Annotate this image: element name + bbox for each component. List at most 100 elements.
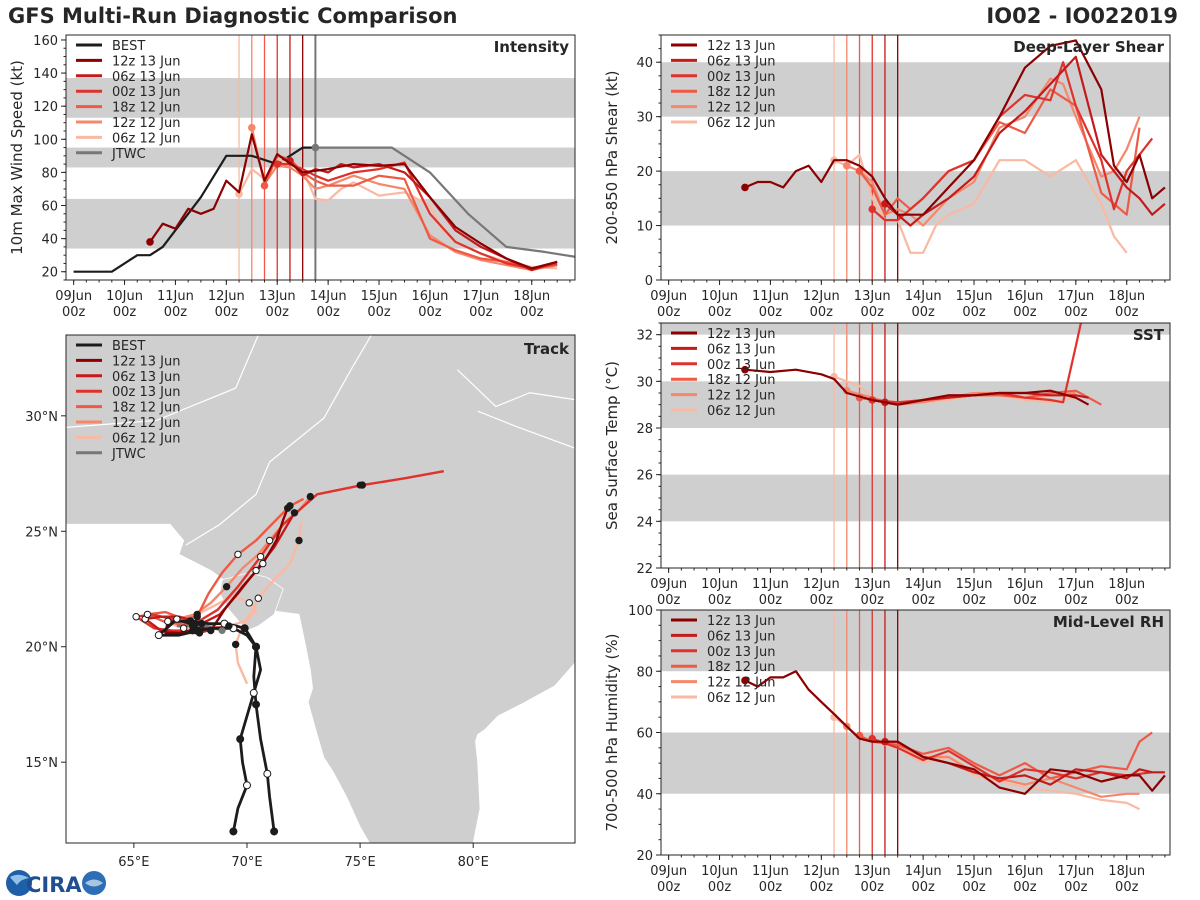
- legend-entry: 18z 12 Jun: [707, 373, 776, 388]
- track-point: [164, 617, 172, 626]
- rh-ytick-label: 40: [636, 788, 653, 803]
- rh-xtick-label: 00z: [911, 880, 935, 895]
- legend-entry: 12z 13 Jun: [112, 54, 181, 69]
- track-point: [222, 582, 231, 591]
- track-xtick-label: 80°E: [458, 855, 489, 870]
- shear-xtick-label: 17Jun: [1057, 289, 1094, 304]
- track-border: [477, 410, 575, 449]
- intensity-xtick-label: 00z: [215, 305, 239, 320]
- shear-xtick-label: 00z: [911, 305, 935, 320]
- sst-xtick-label: 00z: [708, 593, 732, 608]
- legend-entry: 06z 12 Jun: [112, 431, 181, 446]
- legend-entry: 12z 12 Jun: [707, 389, 776, 404]
- shear-xtick-label: 16Jun: [1007, 289, 1044, 304]
- sst-xtick-label: 11Jun: [752, 577, 789, 592]
- sst-ytick-label: 32: [636, 329, 653, 344]
- shear-xtick-label: 10Jun: [701, 289, 738, 304]
- track-ytick-label: 15°N: [25, 756, 58, 771]
- legend-entry: JTWC: [111, 447, 146, 462]
- shear-init-point: [842, 161, 851, 170]
- intensity-frame: [65, 34, 576, 281]
- legend-entry: 18z 12 Jun: [112, 101, 181, 116]
- sst-xtick-label: 00z: [1013, 593, 1037, 608]
- rh-xtick-label: 16Jun: [1007, 864, 1044, 879]
- track-point: [252, 566, 260, 575]
- intensity-ytick-label: 40: [41, 233, 58, 248]
- intensity-plot-area: [66, 35, 575, 280]
- sst-xtick-label: 18Jun: [1108, 577, 1145, 592]
- shear-xtick-label: 14Jun: [905, 289, 942, 304]
- sst-xtick-label: 09Jun: [650, 577, 687, 592]
- intensity-xtick-label: 11Jun: [157, 289, 194, 304]
- sst-xtick-label: 10Jun: [701, 577, 738, 592]
- intensity-xtick-label: 00z: [367, 305, 391, 320]
- sst-xtick-label: 15Jun: [956, 577, 993, 592]
- track-point: [265, 536, 274, 545]
- legend-entry: 06z 13 Jun: [112, 370, 181, 385]
- legend-entry: 06z 13 Jun: [707, 342, 776, 357]
- sst-series-line: [833, 375, 1076, 406]
- track-ytick-label: 20°N: [25, 641, 58, 656]
- shear-ytick-label: 20: [636, 165, 653, 180]
- legend-entry: 06z 13 Jun: [707, 54, 776, 69]
- intensity-init-point: [260, 181, 269, 190]
- intensity-xtick-label: 00z: [418, 305, 442, 320]
- track-point: [229, 827, 238, 836]
- logo-text: CIRA: [26, 873, 82, 897]
- sst-frame: [660, 322, 1171, 569]
- shear-xtick-label: 15Jun: [956, 289, 993, 304]
- track-point: [132, 613, 140, 621]
- sst-xtick-label: 00z: [810, 593, 834, 608]
- track-point: [254, 594, 262, 602]
- rh-xtick-label: 17Jun: [1057, 864, 1094, 879]
- intensity-ytick-label: 20: [41, 266, 58, 281]
- track-ytick-label: 25°N: [25, 525, 58, 540]
- intensity-xtick-label: 17Jun: [462, 289, 499, 304]
- rh-band: [661, 610, 1170, 672]
- track-point: [231, 640, 240, 649]
- shear-xtick-label: 00z: [861, 305, 885, 320]
- rh-plot-area: [661, 610, 1170, 855]
- rh-ytick-label: 60: [636, 727, 653, 742]
- track-point: [173, 615, 181, 623]
- sst-ytick-label: 30: [636, 375, 653, 390]
- rh-series-line: [859, 731, 1153, 780]
- legend-entry: 00z 13 Jun: [707, 358, 776, 373]
- legend-entry: 12z 13 Jun: [707, 614, 776, 629]
- sst-xtick-label: 14Jun: [905, 577, 942, 592]
- sst-xtick-label: 12Jun: [803, 577, 840, 592]
- track-border: [66, 335, 259, 428]
- sst-ytick-label: 22: [636, 562, 653, 577]
- sst-xtick-label: 00z: [1115, 593, 1139, 608]
- legend-entry: 06z 13 Jun: [112, 70, 181, 85]
- intensity-xtick-label: 00z: [316, 305, 340, 320]
- sst-series-line: [744, 368, 1090, 406]
- shear-ytick-label: 10: [636, 220, 653, 235]
- track-panel-title: Track: [524, 340, 570, 358]
- track-point: [259, 559, 267, 568]
- rh-xtick-label: 00z: [1013, 880, 1037, 895]
- rh-xtick-label: 00z: [810, 880, 834, 895]
- sst-band: [661, 323, 1170, 335]
- rh-panel-title: Mid-Level RH: [1053, 613, 1164, 631]
- legend-entry: 00z 13 Jun: [707, 645, 776, 660]
- sst-xtick-label: 17Jun: [1057, 577, 1094, 592]
- sst-xtick-label: 13Jun: [854, 577, 891, 592]
- intensity-xtick-label: 10Jun: [106, 289, 143, 304]
- shear-band: [661, 171, 1170, 226]
- intensity-init-point: [146, 238, 154, 246]
- rh-ylabel: 700-500 hPa Humidity (%): [603, 633, 621, 831]
- intensity-jtwc-point: [311, 143, 320, 152]
- sst-panel-title: SST: [1133, 326, 1165, 344]
- track-point: [236, 735, 245, 744]
- rh-xtick-label: 12Jun: [803, 864, 840, 879]
- intensity-xtick-label: 15Jun: [361, 289, 398, 304]
- intensity-xtick-label: 00z: [469, 305, 493, 320]
- shear-plot-area: [661, 35, 1170, 280]
- intensity-xtick-label: 13Jun: [259, 289, 296, 304]
- track-border: [185, 335, 372, 546]
- rh-xtick-label: 00z: [1115, 880, 1139, 895]
- sst-ytick-label: 28: [636, 422, 653, 437]
- track-border: [456, 369, 575, 408]
- rh-ytick-label: 80: [636, 665, 653, 680]
